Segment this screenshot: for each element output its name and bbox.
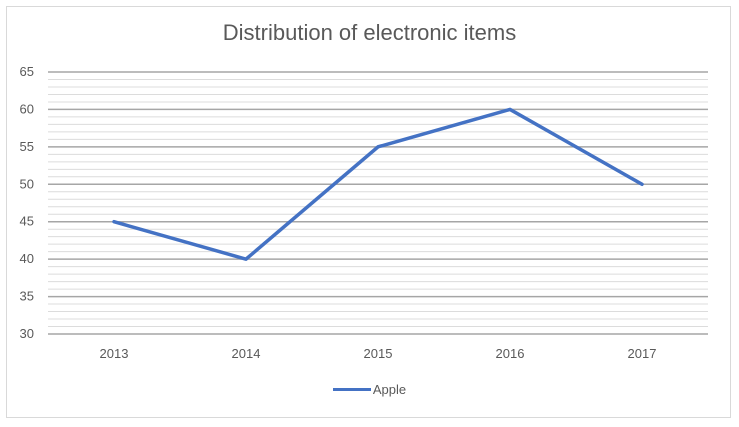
data-point [376,145,380,149]
data-point [112,220,116,224]
data-point [244,257,248,261]
y-tick-label: 30 [20,326,34,341]
x-tick-label: 2014 [232,346,261,361]
gridlines [48,71,708,335]
chart-area [6,6,731,418]
series-layer [112,107,644,261]
y-tick-label: 65 [20,64,34,79]
chart-title: Distribution of electronic items [222,20,517,45]
legend-label-apple: Apple [372,382,407,397]
x-tick-label: 2013 [100,346,129,361]
data-point [640,182,644,186]
legend-swatch-apple [332,388,371,392]
legend: Apple [0,382,739,397]
x-tick-label: 2017 [628,346,657,361]
y-tick-label: 50 [20,176,34,191]
data-point [508,107,512,111]
x-tick-label: 2016 [496,346,525,361]
y-tick-label: 60 [20,101,34,116]
y-tick-label: 55 [20,139,34,154]
y-axis-labels: 30 35 40 45 50 55 60 65 [20,64,34,341]
x-axis-labels: 2013 2014 2015 2016 2017 [100,346,657,361]
y-tick-label: 35 [20,289,34,304]
y-tick-label: 40 [20,251,34,266]
y-tick-label: 45 [20,214,34,229]
x-tick-label: 2015 [364,346,393,361]
